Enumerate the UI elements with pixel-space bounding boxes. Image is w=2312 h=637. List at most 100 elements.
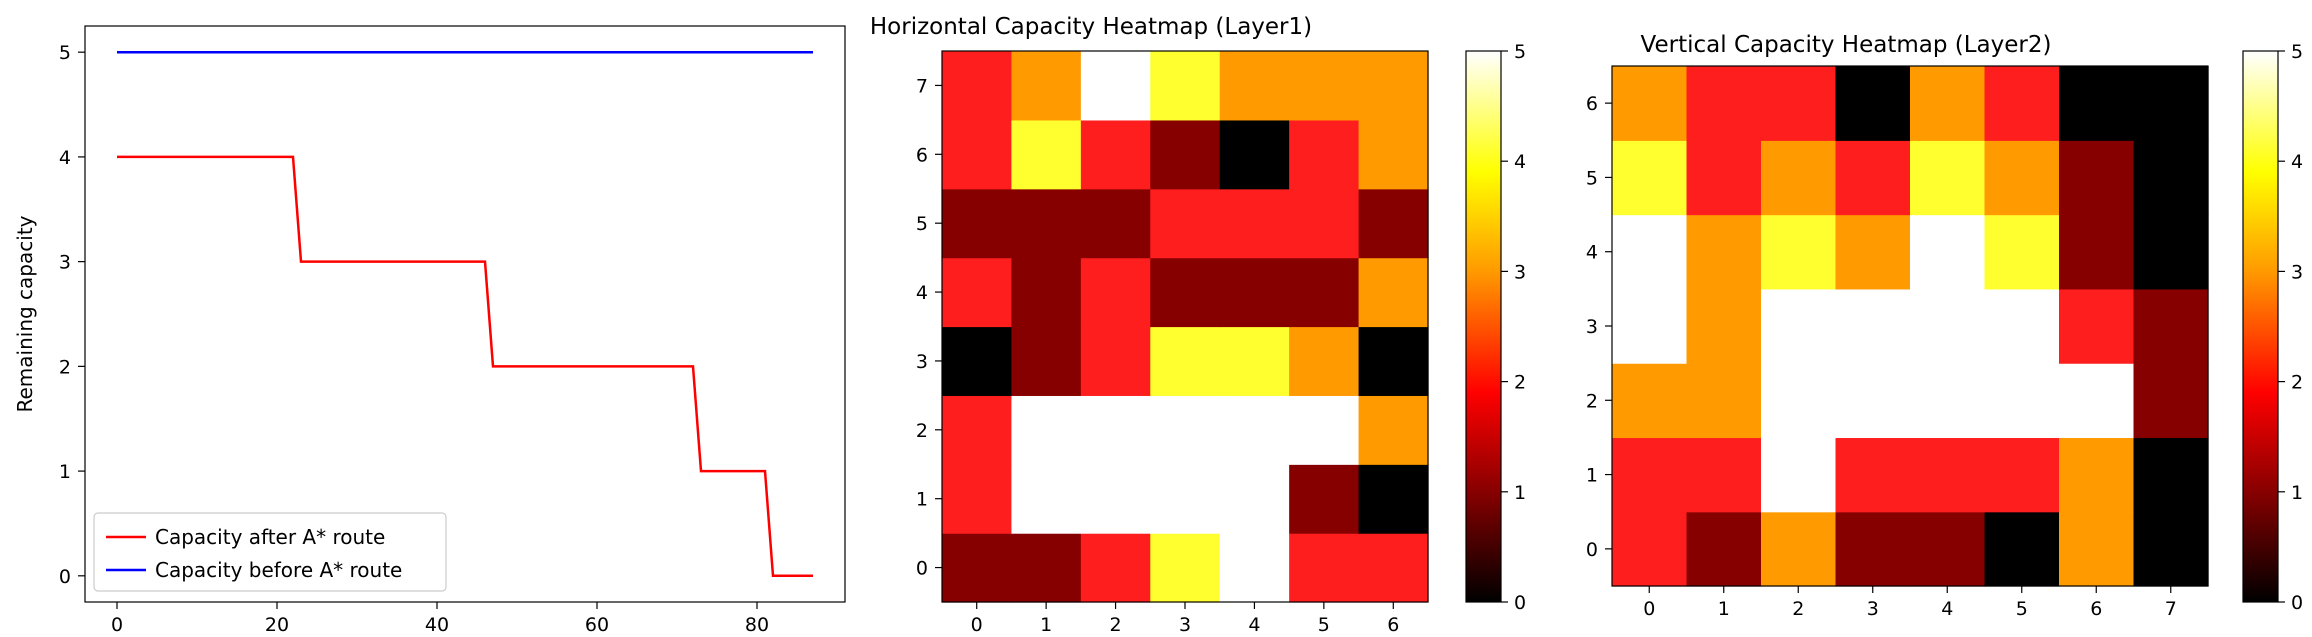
heatmap-1-cell: [1219, 257, 1290, 328]
heatmap-2-colorbar-gradient: [2243, 51, 2278, 602]
heatmap-1-cell: [1080, 188, 1151, 259]
heatmap-2-y-tick-label: 5: [1586, 167, 1598, 189]
heatmap-1-cell: [1219, 464, 1290, 534]
heatmap-1-cell: [1219, 51, 1290, 121]
heatmap-2-cell: [1612, 214, 1688, 290]
heatmap-2-cell: [2059, 288, 2135, 364]
heatmap-2-cell: [1612, 66, 1688, 141]
heatmap-1-colorbar-gradient: [1466, 51, 1501, 602]
heatmap-2-x-tick-label: 4: [1941, 598, 1953, 620]
heatmap-2-cell: [1686, 511, 1762, 587]
heatmap-1-cell: [1219, 119, 1290, 190]
heatmap-1-cell: [1358, 326, 1429, 396]
heatmap-1-x-tick-label: 3: [1179, 614, 1191, 636]
heatmap-2-cell: [1686, 437, 1762, 513]
heatmap-2-cell: [2059, 214, 2135, 290]
heatmap-1-cell: [1358, 395, 1429, 465]
heatmap-1-title: Horizontal Capacity Heatmap (Layer1): [870, 14, 1312, 40]
heatmap-1-cell: [1289, 533, 1360, 603]
heatmap-1-y-tick-label: 3: [916, 351, 928, 373]
heatmap-1-colorbar-frame: [1465, 50, 1502, 603]
heatmap-2-cell: [2133, 511, 2209, 587]
heatmap-1-y-tick-label: 7: [916, 75, 928, 97]
heatmap-2-cell: [1910, 363, 1986, 439]
heatmap-2-cell: [1612, 437, 1688, 513]
line-chart-ticks: 0 20 40 60 80 0 1 2 3 4 5: [59, 42, 769, 636]
legend-label-before-route: Capacity before A* route: [155, 558, 402, 582]
heatmap-1-cell: [1011, 119, 1082, 190]
heatmap-1-colorbar-tick-label: 4: [1514, 151, 1526, 173]
heatmap-2-cell: [1686, 214, 1762, 290]
heatmap-2-cell: [1612, 288, 1688, 364]
heatmap-2-cell: [1612, 140, 1688, 216]
heatmap-1-cell: [1080, 51, 1151, 121]
legend-box: [93, 512, 447, 592]
heatmap-1-x-tick-label: 1: [1040, 614, 1052, 636]
heatmap-1-cell: [1358, 464, 1429, 534]
heatmap-2-cell: [1686, 140, 1762, 216]
x-tick-label: 40: [425, 614, 449, 636]
heatmap-2-cell: [2133, 363, 2209, 439]
series-line-0: [117, 155, 813, 578]
heatmap-1-cell: [1011, 464, 1082, 534]
heatmap-2-y-tick-label: 3: [1586, 316, 1598, 338]
heatmap-1-cell: [1080, 326, 1151, 396]
vertical-heatmap: Vertical Capacity Heatmap (Layer2) 0 1 2 3 4…: [1586, 32, 2303, 620]
heatmap-1-x-tick-label: 6: [1387, 614, 1399, 636]
heatmap-1-cell: [1219, 326, 1290, 396]
heatmap-1-cell: [1219, 188, 1290, 259]
heatmap-2-cell: [2133, 288, 2209, 364]
heatmap-2-cell: [1612, 363, 1688, 439]
heatmap-2-x-tick-label: 1: [1718, 598, 1730, 620]
heatmap-2-cell: [1835, 140, 1911, 216]
heatmap-1-x-tick-label: 0: [971, 614, 983, 636]
heatmap-1-cell: [1080, 395, 1151, 465]
heatmap-1-cell: [1219, 533, 1290, 603]
heatmap-2-x-tick-label: 0: [1643, 598, 1655, 620]
heatmap-2-cell: [1761, 140, 1837, 216]
heatmap-2-y-tick-label: 0: [1586, 539, 1598, 561]
heatmap-1-cell: [942, 51, 1013, 121]
heatmap-1-cell: [1219, 395, 1290, 465]
y-tick-label: 0: [59, 566, 71, 588]
heatmap-2-cell: [1984, 288, 2060, 364]
heatmap-2-cell: [1612, 511, 1688, 587]
heatmap-2-cell: [2059, 511, 2135, 587]
heatmap-2-cell: [1910, 140, 1986, 216]
y-axis-label: Remaining capacity: [13, 215, 37, 412]
heatmap-1-colorbar-tick-label: 3: [1514, 261, 1526, 283]
heatmap-1-cell: [1289, 326, 1360, 396]
heatmap-1-colorbar-tick-label: 1: [1514, 482, 1526, 504]
heatmap-2-cell: [1835, 511, 1911, 587]
heatmap-2-cell: [1910, 511, 1986, 587]
heatmap-1-ticks: 0 1 2 3 4 5 6 0 1 2 3 4 5 6 7: [916, 75, 1399, 636]
heatmap-2-colorbar-frame: [2242, 50, 2279, 603]
heatmap-1-x-tick-label: 2: [1110, 614, 1122, 636]
heatmap-2-cell: [1984, 140, 2060, 216]
heatmap-2-cell: [1984, 511, 2060, 587]
heatmap-2-cell: [1761, 363, 1837, 439]
heatmap-2-colorbar-tick-label: 4: [2291, 151, 2303, 173]
heatmap-1-cell: [1289, 51, 1360, 121]
heatmap-1-cell: [1080, 257, 1151, 328]
heatmap-2-cell: [1835, 66, 1911, 141]
x-tick-label: 0: [111, 614, 123, 636]
heatmap-1-cell: [1358, 119, 1429, 190]
heatmap-2-y-tick-label: 2: [1586, 390, 1598, 412]
heatmap-1-cell: [1080, 119, 1151, 190]
heatmap-1-cell: [1150, 395, 1221, 465]
heatmap-2-cell: [2133, 437, 2209, 513]
heatmap-1-cell: [1358, 533, 1429, 603]
heatmap-2-cell: [1984, 214, 2060, 290]
line-series-group: [117, 50, 813, 578]
y-tick-label: 2: [59, 356, 71, 378]
heatmap-1-cell: [1289, 257, 1360, 328]
heatmap-1-cell: [942, 395, 1013, 465]
heatmap-2-colorbar-tick-label: 2: [2291, 372, 2303, 394]
heatmap-1-cell: [1080, 464, 1151, 534]
heatmap-1-colorbar-tick-label: 5: [1514, 41, 1526, 63]
heatmap-1-y-tick-label: 4: [916, 282, 928, 304]
heatmap-2-x-tick-label: 6: [2090, 598, 2102, 620]
heatmap-1-y-tick-label: 0: [916, 558, 928, 580]
